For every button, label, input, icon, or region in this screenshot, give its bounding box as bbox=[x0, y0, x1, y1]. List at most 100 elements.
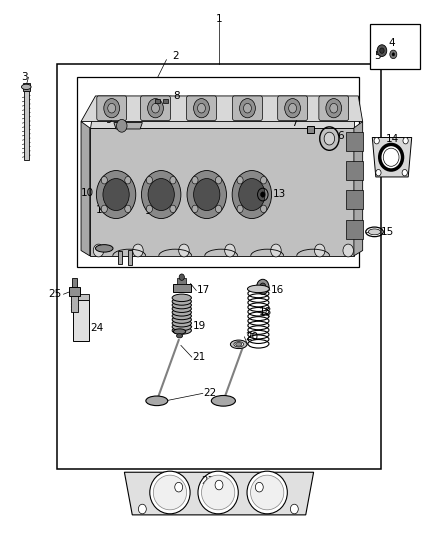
Circle shape bbox=[314, 244, 325, 257]
Bar bbox=[307, 126, 314, 133]
Text: 25: 25 bbox=[48, 289, 61, 299]
Text: 20: 20 bbox=[245, 332, 258, 342]
Ellipse shape bbox=[172, 298, 191, 305]
Ellipse shape bbox=[172, 294, 191, 302]
Circle shape bbox=[103, 179, 129, 211]
Ellipse shape bbox=[211, 395, 236, 406]
Text: 12: 12 bbox=[145, 206, 158, 216]
Text: 18: 18 bbox=[258, 307, 272, 317]
Polygon shape bbox=[81, 122, 90, 256]
Bar bbox=[173, 284, 191, 292]
FancyBboxPatch shape bbox=[278, 96, 307, 120]
Bar bbox=[346, 220, 363, 239]
Text: 23: 23 bbox=[201, 476, 215, 486]
Ellipse shape bbox=[172, 327, 191, 334]
Circle shape bbox=[215, 205, 222, 213]
Circle shape bbox=[104, 99, 120, 118]
Ellipse shape bbox=[177, 334, 183, 338]
Bar bbox=[128, 250, 132, 265]
Ellipse shape bbox=[172, 305, 191, 312]
Polygon shape bbox=[90, 128, 354, 256]
Circle shape bbox=[261, 176, 267, 184]
Circle shape bbox=[403, 138, 408, 144]
Ellipse shape bbox=[172, 323, 191, 330]
Bar bbox=[370, 24, 420, 69]
Circle shape bbox=[179, 274, 184, 280]
Text: 7: 7 bbox=[291, 118, 298, 127]
Polygon shape bbox=[90, 96, 354, 128]
Ellipse shape bbox=[146, 396, 168, 406]
Circle shape bbox=[187, 171, 226, 219]
Text: 4: 4 bbox=[389, 38, 396, 47]
FancyBboxPatch shape bbox=[319, 96, 349, 120]
Text: 22: 22 bbox=[204, 389, 217, 398]
Text: 21: 21 bbox=[193, 352, 206, 362]
Ellipse shape bbox=[172, 309, 191, 316]
Ellipse shape bbox=[251, 475, 284, 510]
Circle shape bbox=[194, 99, 209, 118]
Circle shape bbox=[343, 244, 353, 257]
Polygon shape bbox=[354, 122, 363, 256]
Text: 15: 15 bbox=[381, 227, 394, 237]
Ellipse shape bbox=[21, 84, 31, 90]
Ellipse shape bbox=[383, 148, 399, 166]
Ellipse shape bbox=[173, 329, 186, 334]
Circle shape bbox=[244, 103, 251, 113]
Circle shape bbox=[101, 176, 107, 184]
Bar bbox=[69, 287, 80, 296]
Text: 14: 14 bbox=[385, 134, 399, 143]
FancyBboxPatch shape bbox=[97, 96, 127, 120]
Circle shape bbox=[390, 50, 397, 59]
Ellipse shape bbox=[172, 301, 191, 309]
Circle shape bbox=[374, 138, 379, 144]
Circle shape bbox=[237, 176, 243, 184]
Circle shape bbox=[133, 244, 143, 257]
Ellipse shape bbox=[247, 285, 269, 293]
Text: 1: 1 bbox=[215, 14, 223, 23]
Circle shape bbox=[257, 279, 269, 294]
Ellipse shape bbox=[368, 229, 381, 235]
Ellipse shape bbox=[380, 144, 403, 170]
Ellipse shape bbox=[172, 319, 191, 327]
Ellipse shape bbox=[198, 471, 238, 514]
Circle shape bbox=[108, 103, 116, 113]
FancyBboxPatch shape bbox=[141, 96, 170, 120]
Circle shape bbox=[215, 480, 223, 490]
Bar bbox=[163, 99, 168, 103]
Bar bbox=[23, 83, 30, 91]
Circle shape bbox=[175, 482, 183, 492]
Circle shape bbox=[261, 192, 265, 197]
Text: 3: 3 bbox=[21, 72, 28, 82]
Text: 6: 6 bbox=[337, 131, 344, 141]
Circle shape bbox=[237, 205, 243, 213]
Bar bbox=[24, 91, 29, 160]
Circle shape bbox=[192, 205, 198, 213]
Circle shape bbox=[380, 48, 384, 53]
Text: 19: 19 bbox=[193, 321, 206, 331]
Bar bbox=[346, 190, 363, 209]
FancyBboxPatch shape bbox=[187, 96, 216, 120]
Circle shape bbox=[285, 99, 300, 118]
Ellipse shape bbox=[153, 475, 187, 510]
Bar bbox=[346, 161, 363, 180]
Polygon shape bbox=[81, 96, 363, 122]
Circle shape bbox=[377, 45, 387, 56]
Circle shape bbox=[392, 53, 395, 56]
Circle shape bbox=[402, 169, 407, 176]
Circle shape bbox=[170, 176, 176, 184]
Ellipse shape bbox=[234, 342, 244, 347]
Bar bbox=[77, 77, 359, 266]
Ellipse shape bbox=[172, 316, 191, 324]
Ellipse shape bbox=[150, 471, 190, 514]
Circle shape bbox=[141, 171, 181, 219]
Bar bbox=[73, 300, 89, 341]
Circle shape bbox=[330, 103, 338, 113]
Circle shape bbox=[289, 103, 297, 113]
Circle shape bbox=[326, 99, 342, 118]
Polygon shape bbox=[124, 472, 314, 515]
Circle shape bbox=[152, 103, 159, 113]
Circle shape bbox=[148, 99, 163, 118]
Bar bbox=[346, 132, 363, 151]
Text: 16: 16 bbox=[271, 286, 284, 295]
FancyBboxPatch shape bbox=[233, 96, 262, 120]
